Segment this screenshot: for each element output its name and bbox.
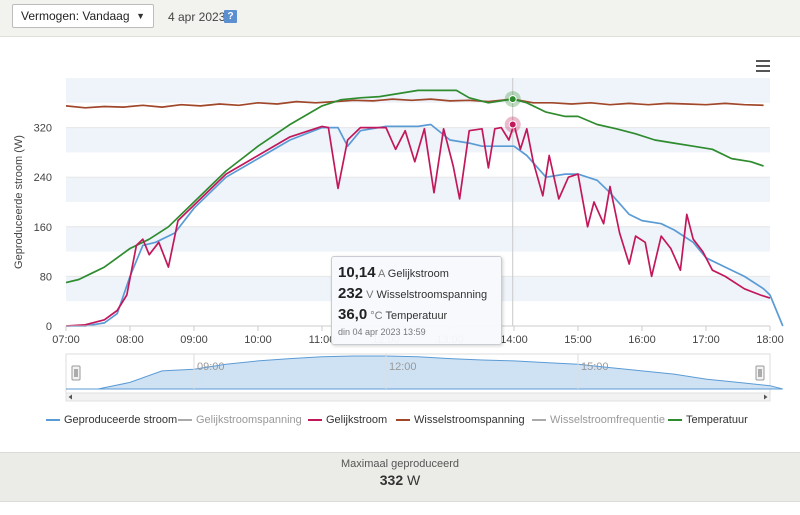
x-tick-label: 09:00 bbox=[180, 334, 208, 346]
series-lines bbox=[65, 89, 784, 327]
plot-band bbox=[66, 177, 770, 202]
x-axis-ticks: 07:0008:0009:0010:0011:0012:0013:0014:00… bbox=[52, 325, 784, 346]
legend-item-wisselstroomfrequentie[interactable]: Wisselstroomfrequentie bbox=[532, 414, 665, 426]
scroll-right-icon[interactable] bbox=[764, 394, 768, 400]
legend: Geproduceerde stroom Gelijkstroomspanning… bbox=[0, 414, 800, 432]
y-tick-label: 160 bbox=[34, 222, 52, 234]
y-tick-label: 0 bbox=[46, 321, 52, 333]
legend-swatch bbox=[532, 419, 546, 422]
navigator-scrollbar[interactable] bbox=[65, 392, 771, 402]
legend-swatch bbox=[308, 419, 322, 422]
max-produced-value: 332 W bbox=[0, 472, 800, 488]
series-temperatuur bbox=[65, 89, 764, 284]
max-value-unit: W bbox=[407, 472, 421, 488]
hover-marker-gelijkstroom bbox=[508, 120, 517, 129]
series-gelijkstroom bbox=[65, 123, 771, 327]
tooltip-time: din 04 apr 2023 13:59 bbox=[338, 327, 426, 337]
x-tick-label: 17:00 bbox=[692, 334, 720, 346]
legend-swatch bbox=[668, 419, 682, 422]
hover-markers bbox=[504, 91, 521, 133]
top-bar: Vermogen: Vandaag ▼ 4 apr 2023 ? bbox=[0, 0, 800, 37]
legend-label: Gelijkstroom bbox=[326, 414, 388, 426]
chevron-down-icon: ▼ bbox=[136, 11, 145, 21]
hamburger-menu-icon[interactable] bbox=[756, 60, 770, 72]
max-produced-label: Maximaal geproduceerd bbox=[340, 458, 459, 470]
tooltip: 10,14 A Gelijkstroom 232 V Wisselstrooms… bbox=[331, 256, 502, 345]
tooltip-label: Wisselstroomspanning bbox=[376, 289, 488, 301]
period-select-label: Vermogen: Vandaag bbox=[21, 9, 130, 23]
hover-marker-temperatuur bbox=[508, 95, 517, 104]
tooltip-unit: °C bbox=[370, 310, 383, 322]
x-tick-label: 07:00 bbox=[52, 334, 80, 346]
tooltip-label: Temperatuur bbox=[385, 310, 448, 322]
period-select[interactable]: Vermogen: Vandaag ▼ bbox=[12, 4, 154, 28]
navigator-tick-label: 09:00 bbox=[197, 361, 225, 373]
legend-item-wisselstroomspanning[interactable]: Wisselstroomspanning bbox=[396, 414, 525, 426]
legend-label: Temperatuur bbox=[686, 414, 748, 426]
tooltip-row-wisselstroomspanning: 232 V Wisselstroomspanning bbox=[338, 284, 495, 305]
y-axis-label: Geproduceerde stroom (W) bbox=[13, 135, 25, 269]
tooltip-value: 10,14 bbox=[338, 264, 376, 281]
legend-item-geproduceerde-stroom[interactable]: Geproduceerde stroom bbox=[46, 414, 177, 426]
y-tick-label: 80 bbox=[40, 271, 52, 283]
tooltip-row-gelijkstroom: 10,14 A Gelijkstroom bbox=[338, 263, 495, 284]
navigator-tick-label: 15:00 bbox=[581, 361, 609, 373]
max-value-number: 332 bbox=[379, 472, 404, 488]
y-tick-label: 240 bbox=[34, 172, 52, 184]
tooltip-unit: A bbox=[378, 268, 385, 280]
x-tick-label: 18:00 bbox=[756, 334, 784, 346]
navigator-handle-right[interactable] bbox=[755, 365, 765, 381]
power-chart: 0 80 160 240 320 Geproduceerde stroom (W) 07… bbox=[13, 78, 784, 402]
navigator[interactable]: 09:00 12:00 15:00 bbox=[65, 353, 783, 402]
legend-label: Wisselstroomfrequentie bbox=[550, 414, 665, 426]
x-tick-label: 15:00 bbox=[564, 334, 592, 346]
x-tick-label: 08:00 bbox=[116, 334, 144, 346]
tooltip-unit: V bbox=[366, 289, 374, 301]
series-wisselstroomspanning bbox=[65, 98, 764, 109]
tooltip-value: 36,0 bbox=[338, 306, 368, 323]
legend-swatch bbox=[396, 419, 410, 422]
navigator-handle-left[interactable] bbox=[71, 365, 81, 381]
legend-item-gelijkstroom[interactable]: Gelijkstroom bbox=[308, 414, 387, 426]
navigator-tick-label: 12:00 bbox=[389, 361, 417, 373]
tooltip-label: Gelijkstroom bbox=[387, 268, 449, 280]
series-geproduceerde-stroom bbox=[66, 123, 784, 327]
y-tick-label: 320 bbox=[34, 123, 52, 135]
date-label: 4 apr 2023 bbox=[168, 10, 226, 24]
footer-summary: Maximaal geproduceerd 332 W bbox=[0, 452, 800, 502]
legend-label: Gelijkstroomspanning bbox=[196, 414, 302, 426]
x-tick-label: 16:00 bbox=[628, 334, 656, 346]
x-tick-label: 11:00 bbox=[309, 334, 336, 346]
legend-item-gelijkstroomspanning[interactable]: Gelijkstroomspanning bbox=[178, 414, 302, 426]
plot-band bbox=[66, 226, 770, 252]
tooltip-row-temperatuur: 36,0 °C Temperatuur bbox=[338, 305, 495, 326]
y-axis-ticks: 0 80 160 240 320 bbox=[34, 123, 52, 333]
tooltip-value: 232 bbox=[338, 285, 364, 302]
legend-swatch bbox=[46, 419, 60, 422]
legend-label: Geproduceerde stroom bbox=[64, 414, 178, 426]
legend-item-temperatuur[interactable]: Temperatuur bbox=[668, 414, 748, 426]
x-tick-label: 10:00 bbox=[244, 334, 272, 346]
scroll-left-icon[interactable] bbox=[68, 394, 73, 400]
legend-swatch bbox=[178, 419, 192, 422]
help-icon[interactable]: ? bbox=[224, 10, 237, 23]
legend-label: Wisselstroomspanning bbox=[414, 414, 525, 426]
x-tick-label: 14:00 bbox=[500, 334, 528, 346]
